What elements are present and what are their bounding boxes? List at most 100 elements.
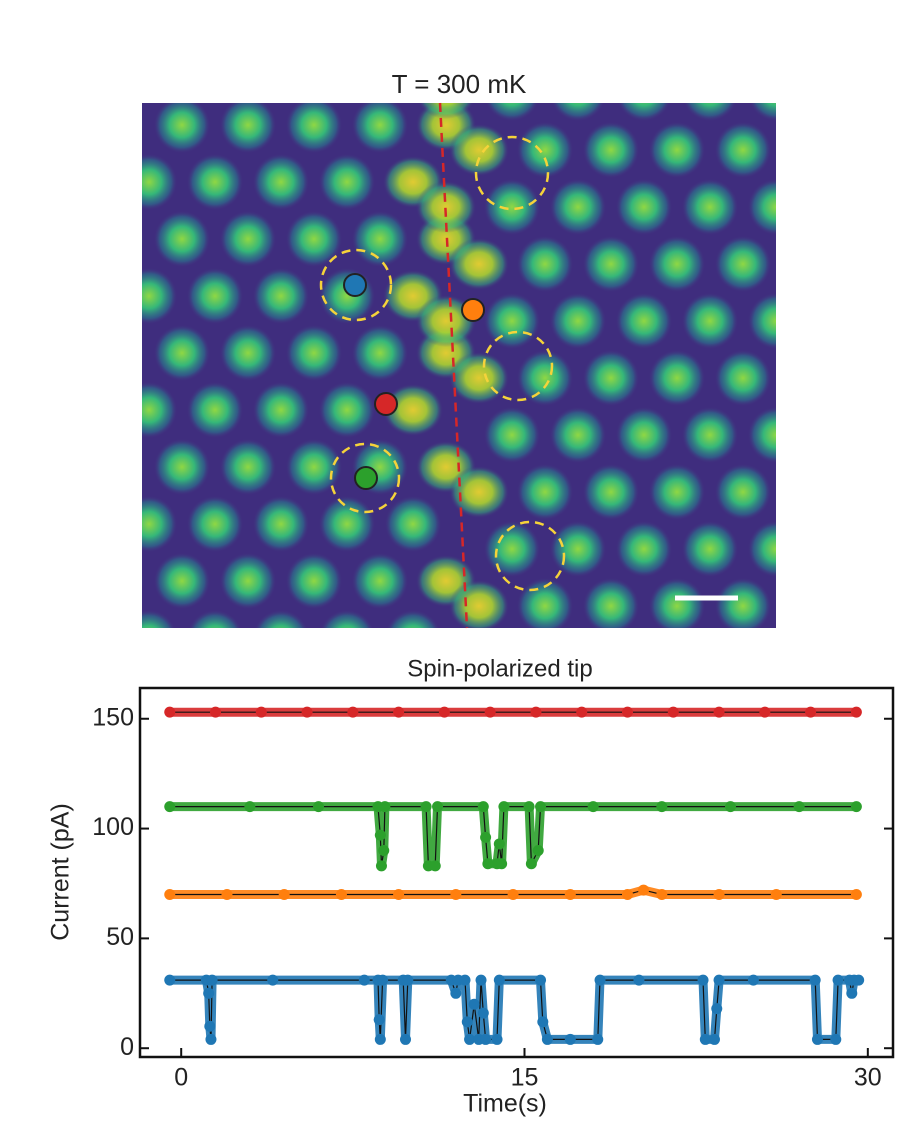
data-point (244, 801, 256, 813)
lattice-spot (383, 384, 443, 436)
lattice-spot (551, 103, 605, 121)
y-tick-label: 50 (106, 923, 134, 951)
lattice-spot (583, 122, 639, 178)
lattice-spot (253, 268, 309, 324)
data-point (724, 801, 736, 813)
data-point (667, 706, 679, 718)
data-point (402, 974, 414, 986)
data-point (537, 1016, 549, 1028)
data-point (713, 888, 725, 900)
data-point (541, 1033, 553, 1045)
data-point (461, 1016, 473, 1028)
data-point (491, 1033, 503, 1045)
data-point (459, 974, 471, 986)
data-point (438, 706, 450, 718)
lattice-spot (517, 236, 573, 292)
lattice-spot (682, 407, 738, 463)
data-point (759, 706, 771, 718)
lattice-spot (142, 268, 177, 324)
lattice-spot (781, 350, 837, 406)
data-point (525, 858, 537, 870)
image-title: T = 300 mK (392, 69, 527, 99)
y-axis-label: Current (pA) (47, 803, 75, 941)
data-point (429, 860, 441, 872)
lattice-spot (286, 103, 342, 153)
lattice-spot (188, 610, 242, 628)
data-point (480, 1033, 492, 1045)
data-point (711, 1003, 723, 1015)
data-point (805, 706, 817, 718)
data-point (164, 974, 176, 986)
lattice-spot (187, 40, 243, 96)
data-point (493, 838, 505, 850)
lattice-spot (187, 496, 243, 552)
chart-title: Spin-polarized tip (407, 655, 592, 682)
lattice-spot (715, 350, 771, 406)
lattice-spot (550, 521, 606, 577)
lattice-spot (781, 578, 837, 634)
data-point (393, 888, 405, 900)
lattice-spot (616, 179, 672, 235)
lattice-spot (416, 295, 476, 347)
data-point (484, 706, 496, 718)
data-point (532, 845, 544, 857)
data-point (313, 801, 325, 813)
data-point (493, 974, 505, 986)
lattice-spot (220, 211, 276, 267)
lattice-spot (142, 228, 144, 250)
data-point (203, 987, 215, 999)
data-point (770, 888, 782, 900)
data-point (793, 801, 805, 813)
lattice-spot (449, 352, 509, 404)
stm-image (142, 40, 837, 691)
data-point (278, 888, 290, 900)
y-tick-label: 0 (120, 1033, 134, 1061)
lattice-spot (649, 350, 705, 406)
data-point (853, 974, 865, 986)
lattice-spot (517, 350, 573, 406)
lattice-spot (319, 40, 375, 96)
data-point (221, 888, 233, 900)
lattice-spot (748, 635, 804, 691)
data-point (713, 706, 725, 718)
lattice-spot (484, 407, 540, 463)
data-point (811, 1033, 823, 1045)
lattice-spot (142, 342, 144, 364)
lattice-spot (449, 124, 509, 176)
lattice-spot (449, 580, 509, 628)
lattice-spot (320, 610, 374, 628)
lattice-spot (682, 179, 738, 235)
lattice-spot (484, 293, 540, 349)
lattice-spot (583, 350, 639, 406)
lattice-spot (616, 521, 672, 577)
lattice-spot (142, 610, 176, 628)
lattice-spot (253, 40, 309, 96)
lattice-spot (286, 325, 342, 381)
lattice-spot (748, 179, 776, 235)
lattice-spot (142, 154, 177, 210)
lattice-spot (319, 154, 375, 210)
data-point (482, 858, 494, 870)
x-tick-label: 30 (854, 1064, 882, 1092)
data-point (850, 888, 862, 900)
lattice-spot (583, 236, 639, 292)
data-point (164, 801, 176, 813)
lattice-spot (449, 238, 509, 290)
lattice-spot (154, 325, 210, 381)
data-point (830, 1033, 842, 1045)
data-point (832, 974, 844, 986)
data-point (255, 706, 267, 718)
data-point (205, 1033, 217, 1045)
lattice-spot (781, 236, 837, 292)
lattice-spot (220, 553, 276, 609)
data-point (496, 858, 508, 870)
data-point (656, 888, 668, 900)
lattice-spot (319, 496, 375, 552)
lattice-spot (319, 382, 375, 438)
data-point (622, 888, 634, 900)
data-point (480, 831, 492, 843)
lattice-spot (715, 578, 771, 628)
lattice-spot (616, 635, 672, 691)
series-line (169, 979, 859, 1041)
lattice-spot (220, 325, 276, 381)
